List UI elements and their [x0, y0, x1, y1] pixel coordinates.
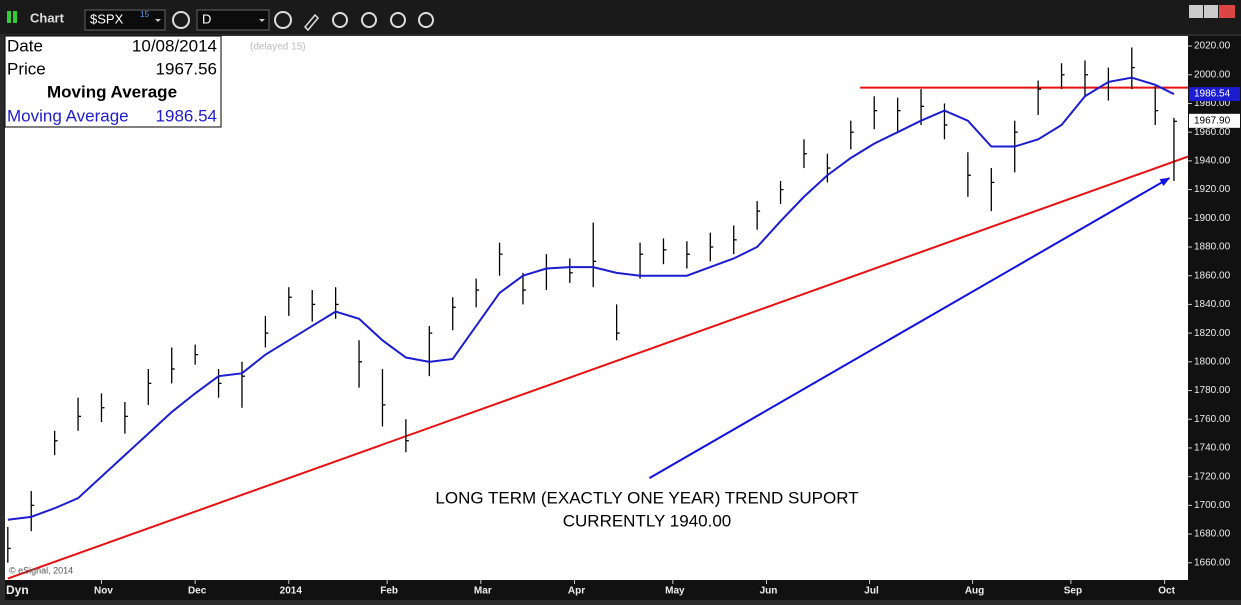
y-tick-label: 1960.00	[1194, 127, 1231, 138]
symbol: $SPX	[90, 11, 124, 26]
y-tick-label: 1940.00	[1194, 156, 1231, 167]
draw-button[interactable]	[303, 13, 320, 32]
dropdown-arrow	[155, 19, 161, 22]
y-tick-label: 1740.00	[1194, 443, 1231, 454]
y-tick-label: 1980.00	[1194, 98, 1231, 109]
y-tick-label: 1880.00	[1194, 242, 1231, 253]
annotation: LONG TERM (EXACTLY ONE YEAR) TREND SUPOR…	[435, 488, 858, 507]
alert-button[interactable]	[390, 12, 406, 28]
chart-icon	[13, 11, 17, 23]
annotation: CURRENTLY 1940.00	[563, 511, 732, 530]
y-tick-label: 1900.00	[1194, 213, 1231, 224]
y-tick-label: 1780.00	[1194, 385, 1231, 396]
info-box	[4, 35, 222, 128]
toolbar	[0, 0, 1241, 34]
link-button[interactable]	[418, 12, 434, 28]
x-axis-panel	[5, 580, 1241, 600]
price-tag	[1189, 113, 1240, 128]
corner-label: Dyn	[6, 583, 29, 597]
symbol-delay: 15	[140, 10, 149, 19]
play-button[interactable]	[361, 12, 377, 28]
y-tick-label: 1720.00	[1194, 471, 1231, 482]
info-price-label: Price	[7, 59, 46, 78]
x-tick-label: Oct	[1158, 586, 1175, 597]
x-tick-label: Nov	[94, 586, 113, 597]
price-tag-label: 1986.54	[1194, 89, 1231, 100]
symbol-input[interactable]	[84, 9, 166, 31]
y-tick-label: 1860.00	[1194, 270, 1231, 281]
close-button[interactable]	[1219, 5, 1235, 18]
y-tick-label: 1660.00	[1194, 557, 1231, 568]
x-tick-label: Jul	[864, 586, 879, 597]
y-tick-label: 1800.00	[1194, 356, 1231, 367]
x-tick-label: May	[665, 586, 685, 597]
plot: 1660.00 1680.00 1700.00 1720.00 1740.00 1760.…	[7, 41, 1240, 597]
subtitle: (delayed 15)	[250, 42, 306, 53]
x-tick-label: Aug	[965, 586, 984, 597]
y-tick-label: 1820.00	[1194, 328, 1231, 339]
moving-average	[7, 76, 1175, 521]
price-tag-label: 1967.90	[1194, 115, 1231, 126]
trendline	[7, 155, 1189, 580]
info-ma-label: Moving Average	[7, 106, 129, 125]
y-tick-label: 1760.00	[1194, 414, 1231, 425]
y-tick-label: 2020.00	[1194, 41, 1231, 52]
chart-icon	[7, 11, 11, 23]
settings-button[interactable]	[172, 11, 190, 29]
x-tick-label: 2014	[280, 586, 303, 597]
info-date: 10/08/2014	[132, 36, 217, 55]
info-ma-value: 1986.54	[156, 106, 217, 125]
info-ma-header: Moving Average	[47, 82, 177, 101]
info-date-label: Date	[7, 36, 43, 55]
x-tick-label: Sep	[1064, 586, 1082, 597]
dropdown-arrow	[259, 19, 265, 22]
y-tick-label: 1840.00	[1194, 299, 1231, 310]
minimize-button[interactable]	[1189, 5, 1203, 18]
y-tick-label: 1700.00	[1194, 500, 1231, 511]
maximize-button[interactable]	[1204, 5, 1218, 18]
arrow	[648, 177, 1171, 479]
x-tick-label: Mar	[474, 586, 492, 597]
info-price: 1967.56	[156, 59, 217, 78]
refresh-button[interactable]	[332, 12, 348, 28]
interval: D	[202, 11, 211, 26]
y-tick-label: 1920.00	[1194, 184, 1231, 195]
x-tick-label: Feb	[380, 586, 398, 597]
x-tick-label: Jun	[760, 586, 778, 597]
y-tick-label: 1680.00	[1194, 529, 1231, 540]
x-tick-label: Apr	[568, 586, 585, 597]
x-tick-label: Dec	[188, 586, 207, 597]
price-tag	[1189, 87, 1240, 102]
y-tick-label: 2000.00	[1194, 69, 1231, 80]
window-title: Chart	[30, 10, 65, 25]
interval-input[interactable]	[196, 9, 270, 31]
copyright: © eSignal, 2014	[9, 565, 73, 575]
time-button[interactable]	[274, 11, 292, 29]
